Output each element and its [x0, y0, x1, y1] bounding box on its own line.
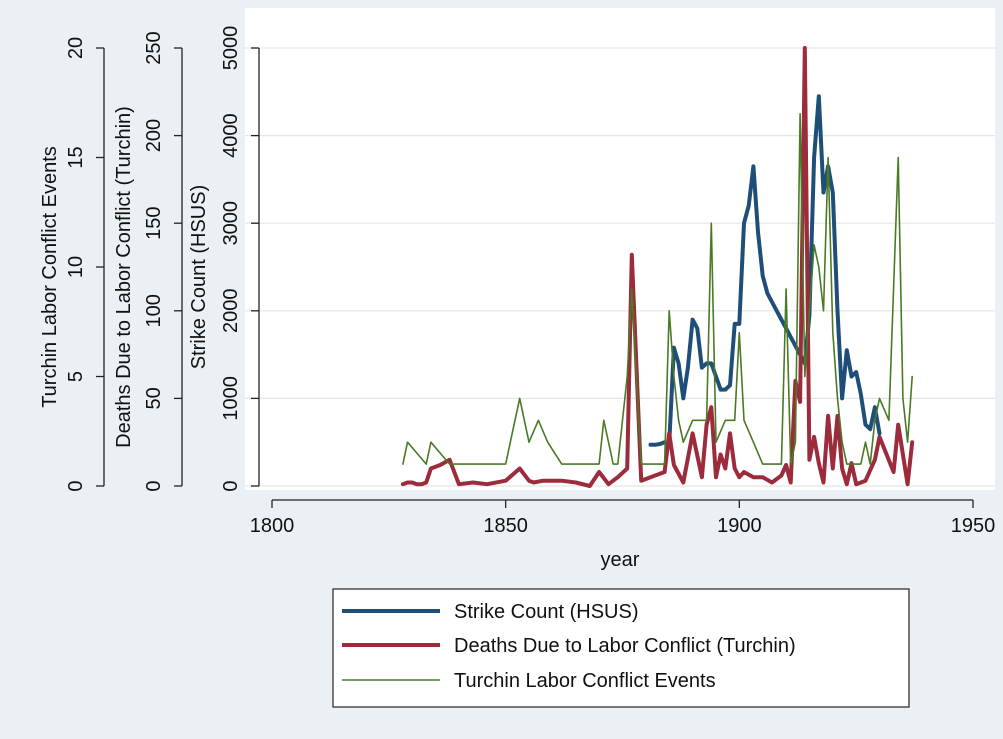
y-axis-tick-label-deaths: 250 — [143, 31, 165, 64]
series-line-deaths — [400, 46, 915, 488]
y-axis-tick-label-strikes: 5000 — [220, 26, 242, 71]
x-axis-title: year — [601, 549, 640, 571]
axes: 1800 1850 1900 1950 0 5 10 15 20 Turchin Labor Co… — [39, 26, 995, 537]
y-axis-tick-label-deaths: 200 — [143, 119, 165, 152]
y-axis-title-strikes: Strike Count (HSUS) — [188, 185, 210, 370]
x-axis-tick-label: 1950 — [951, 515, 996, 537]
y-axis-tick-label-events: 10 — [65, 256, 87, 278]
legend-label-strikes: Strike Count (HSUS) — [454, 601, 639, 623]
legend: Strike Count (HSUS) Deaths Due to Labor C… — [332, 588, 910, 708]
gridlines — [245, 47, 995, 487]
y-axis-title-events: Turchin Labor Conflict Events — [39, 146, 61, 408]
y-axis-tick-label-strikes: 1000 — [220, 376, 242, 421]
legend-label-events: Turchin Labor Conflict Events — [454, 670, 716, 692]
y-axis-tick-label-events: 20 — [65, 37, 87, 59]
y-axis-tick-label-strikes: 3000 — [220, 201, 242, 246]
y-axis-tick-label-events: 0 — [65, 480, 87, 491]
series-lines — [400, 46, 915, 488]
x-axis-tick-label: 1900 — [717, 515, 762, 537]
y-axis-tick-label-deaths: 50 — [143, 387, 165, 409]
y-axis-tick-label-strikes: 2000 — [220, 289, 242, 334]
x-axis-tick-label: 1850 — [483, 515, 528, 537]
y-axis-tick-label-events: 5 — [65, 371, 87, 382]
y-axis-tick-label-events: 15 — [65, 146, 87, 168]
y-axis-tick-label-deaths: 150 — [143, 207, 165, 240]
y-axis-tick-label-strikes: 4000 — [220, 113, 242, 158]
x-axis-tick-label: 1800 — [250, 515, 295, 537]
series-line-events — [402, 112, 914, 465]
series-line-strikes — [648, 94, 882, 447]
y-axis-tick-label-deaths: 100 — [143, 294, 165, 327]
y-axis-tick-label-strikes: 0 — [220, 480, 242, 491]
legend-box — [332, 588, 910, 708]
y-axis-title-deaths: Deaths Due to Labor Conflict (Turchin) — [113, 106, 135, 448]
plot-area — [245, 8, 995, 490]
y-axis-tick-label-deaths: 0 — [143, 480, 165, 491]
legend-label-deaths: Deaths Due to Labor Conflict (Turchin) — [454, 635, 796, 657]
